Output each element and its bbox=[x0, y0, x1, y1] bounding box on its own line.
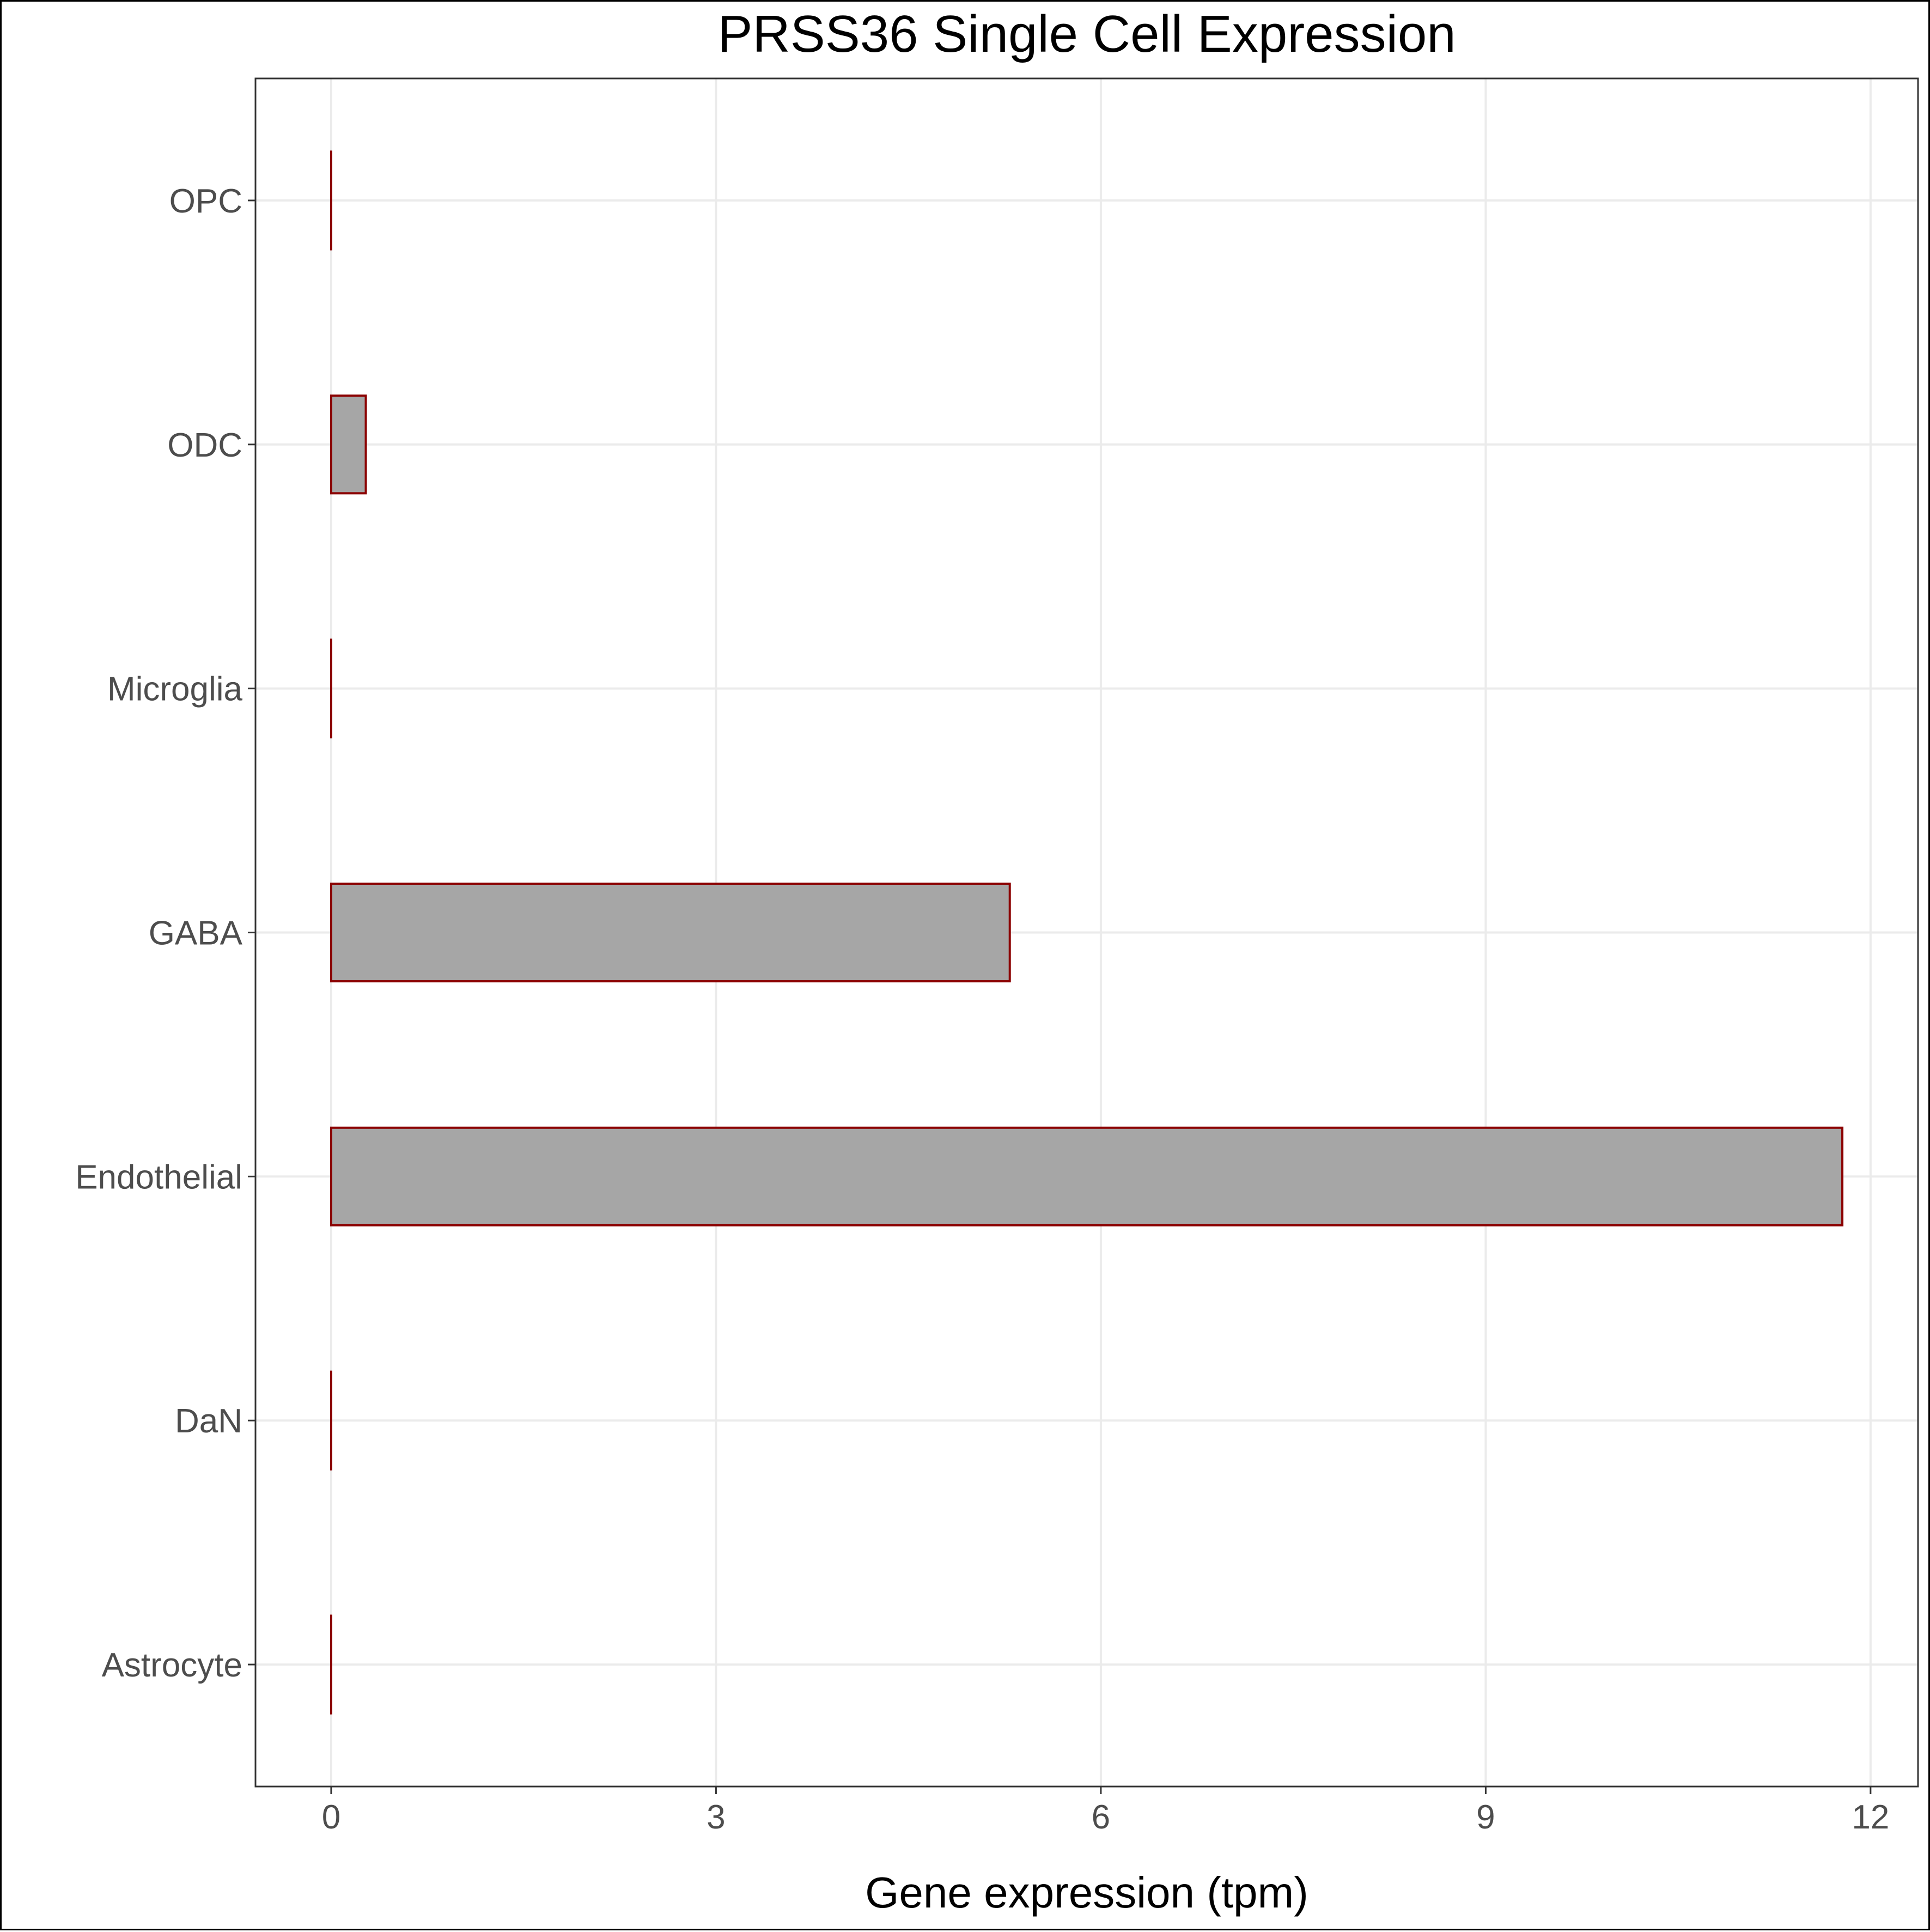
x-tick-label-12: 12 bbox=[1852, 1799, 1889, 1836]
bar-odc bbox=[331, 396, 366, 493]
y-tick-label-opc: OPC bbox=[169, 183, 242, 220]
x-axis-title: Gene expression (tpm) bbox=[865, 1868, 1308, 1917]
y-tick-label-gaba: GABA bbox=[149, 915, 243, 952]
x-tick-label-6: 6 bbox=[1092, 1799, 1110, 1836]
y-tick-label-astrocyte: Astrocyte bbox=[102, 1647, 242, 1684]
y-tick-label-endothelial: Endothelial bbox=[75, 1158, 242, 1196]
x-tick-label-3: 3 bbox=[707, 1799, 725, 1836]
y-tick-label-odc: ODC bbox=[167, 427, 242, 464]
x-tick-label-0: 0 bbox=[322, 1799, 340, 1836]
bar-endothelial bbox=[331, 1128, 1842, 1225]
bar-gaba bbox=[331, 884, 1010, 981]
chart-title: PRSS36 Single Cell Expression bbox=[717, 5, 1456, 63]
y-tick-label-microglia: Microglia bbox=[107, 671, 243, 708]
x-tick-label-9: 9 bbox=[1476, 1799, 1495, 1836]
y-tick-label-dan: DaN bbox=[175, 1402, 242, 1440]
